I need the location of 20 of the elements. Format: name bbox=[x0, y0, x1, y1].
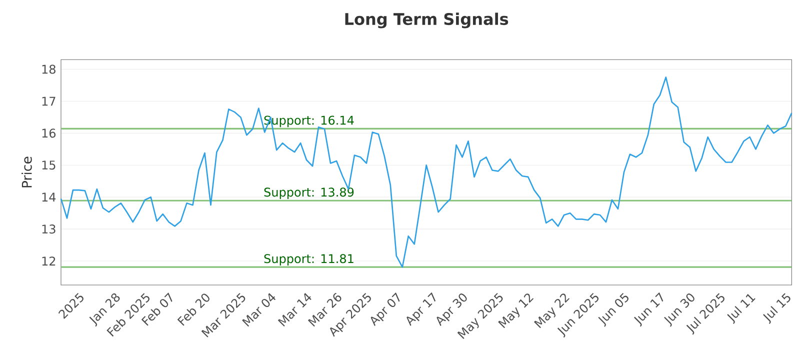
y-tick-label: 14 bbox=[42, 192, 56, 202]
x-tick-label: Jul 15 bbox=[763, 293, 790, 324]
x-tick-label: Apr 07 bbox=[370, 292, 400, 326]
y-axis-title: Price bbox=[22, 156, 32, 188]
ref-line-label: Support: 13.89 bbox=[264, 188, 354, 200]
line-series bbox=[60, 76, 792, 268]
y-tick-label: 17 bbox=[42, 96, 56, 106]
x-tick-label: Jun 05 bbox=[598, 292, 628, 327]
chart-title: Long Term Signals bbox=[345, 12, 508, 28]
x-tick-label: Apr 30 bbox=[436, 294, 467, 326]
y-tick-label: 16 bbox=[42, 128, 56, 138]
y-tick-label: 18 bbox=[42, 64, 56, 74]
y-tick-label: 12 bbox=[42, 256, 56, 266]
x-tick-label: Jul 11 bbox=[727, 294, 756, 324]
x-tick-label: Feb 20 bbox=[177, 294, 210, 326]
ref-line-label: Support: 11.81 bbox=[264, 254, 354, 266]
x-tick-label: Apr 17 bbox=[406, 292, 436, 326]
x-tick-label: Jun 17 bbox=[634, 292, 664, 327]
y-tick-label: 15 bbox=[42, 160, 56, 170]
y-tick-label: 13 bbox=[42, 224, 56, 234]
